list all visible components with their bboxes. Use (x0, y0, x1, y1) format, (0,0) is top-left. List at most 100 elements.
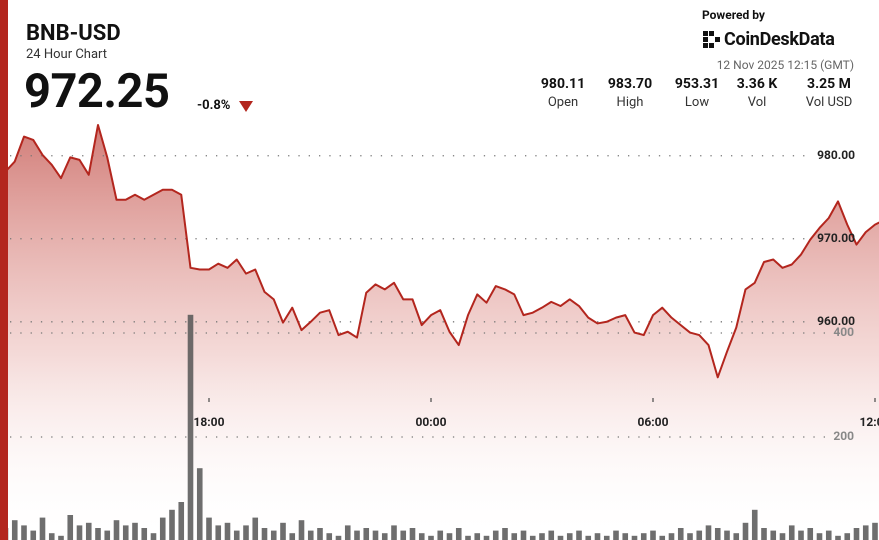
volume-bar (261, 528, 268, 540)
volume-bar (761, 528, 767, 540)
x-tick-label: 06:00 (638, 415, 669, 429)
volume-bar (520, 530, 527, 540)
x-tick-label: 00:00 (416, 415, 447, 429)
volume-bar (511, 533, 518, 540)
stat-label: Vol USD (805, 95, 853, 110)
volume-bar (196, 468, 203, 540)
stat-value: 3.36 K (736, 76, 778, 92)
volume-bar (113, 520, 120, 540)
volume-bar (446, 533, 453, 540)
volume-bar (613, 530, 619, 540)
price-area (8, 125, 879, 540)
volume-bar (169, 509, 175, 540)
volume-bar (418, 533, 425, 540)
title: BNB-USD (26, 21, 121, 46)
volume-bar (206, 517, 212, 540)
volume-bar (224, 522, 231, 540)
volume-bar (372, 530, 379, 540)
timestamp: 12 Nov 2025 12:15 (GMT) (716, 58, 854, 72)
volume-bar (853, 528, 860, 540)
volume-bar (280, 522, 286, 540)
volume-bar (696, 530, 703, 540)
volume-bar (30, 530, 37, 540)
volume-bar (326, 533, 333, 540)
volume-bar (862, 525, 869, 540)
volume-bar (650, 530, 656, 540)
volume-bar (566, 533, 573, 540)
volume-bar (39, 517, 46, 540)
stat: 3.36 K Vol (722, 76, 792, 110)
volume-bar (48, 533, 55, 540)
volume-bar (687, 533, 693, 540)
volume-bar (770, 530, 777, 540)
stat-label: Vol (747, 95, 767, 110)
volume-bar (363, 528, 370, 540)
volume-bar (104, 530, 111, 540)
y-tick-label: 980.00 (817, 148, 855, 162)
stat: 983.70 High (595, 76, 665, 110)
stat: 953.31 Low (662, 76, 732, 110)
powered-by: Powered by (702, 8, 765, 22)
volume-bar (132, 522, 138, 540)
brand-logo (703, 31, 720, 48)
volume-bar (437, 530, 444, 540)
volume-bar (844, 533, 851, 540)
volume-bar (659, 535, 666, 540)
volume-bar (816, 533, 823, 540)
volume-bar (742, 522, 749, 540)
stat-label: Low (684, 95, 710, 110)
stat: 980.11 Open (528, 76, 598, 110)
volume-bar (455, 528, 462, 540)
volume-bar (807, 528, 814, 540)
volume-bar (344, 525, 351, 540)
volume-bar (465, 535, 471, 540)
down-arrow (239, 101, 253, 112)
stat-label: High (616, 95, 644, 110)
volume-bar (400, 530, 407, 540)
volume-bar (733, 533, 740, 540)
volume-bar (798, 530, 804, 540)
volume-bar (8, 528, 9, 540)
stat-value: 3.25 M (807, 76, 851, 92)
volume-bar (825, 530, 832, 540)
volume-bar (474, 533, 481, 540)
volume-bar (705, 525, 712, 540)
volume-bar (122, 525, 129, 540)
stat-label: Open (547, 95, 579, 110)
volume-bar (788, 525, 795, 540)
volume-bar (85, 522, 92, 540)
y-tick-label: 960.00 (817, 314, 855, 328)
volume-bar (539, 533, 545, 540)
volume-bar (243, 525, 249, 540)
volume-bar (289, 533, 296, 540)
volume-bar (58, 535, 64, 540)
volume-bar (307, 530, 314, 540)
volume-bar (594, 533, 601, 540)
volume-bar (751, 509, 758, 540)
volume-bar (714, 528, 721, 540)
price: 972.25 (24, 64, 170, 119)
volume-bar (835, 535, 841, 540)
volume-bar (872, 522, 878, 540)
volume-bar (335, 535, 342, 540)
volume-bar (95, 528, 101, 540)
volume-bar (159, 517, 166, 540)
volume-bar (270, 530, 277, 540)
volume-bar (529, 535, 536, 540)
volume-bar (178, 502, 185, 540)
volume-bar (576, 530, 582, 540)
y2-tick-label: 200 (833, 429, 854, 443)
volume-bar (428, 535, 434, 540)
volume-bar (724, 530, 730, 540)
stat-value: 953.31 (674, 76, 720, 92)
volume-bar (11, 520, 18, 540)
volume-bar (215, 525, 222, 540)
volume-bar (381, 533, 388, 540)
volume-bar (187, 314, 194, 540)
subtitle: 24 Hour Chart (26, 47, 107, 62)
volume-bar (492, 530, 499, 540)
volume-bar (317, 528, 323, 540)
volume-bar (585, 535, 592, 540)
